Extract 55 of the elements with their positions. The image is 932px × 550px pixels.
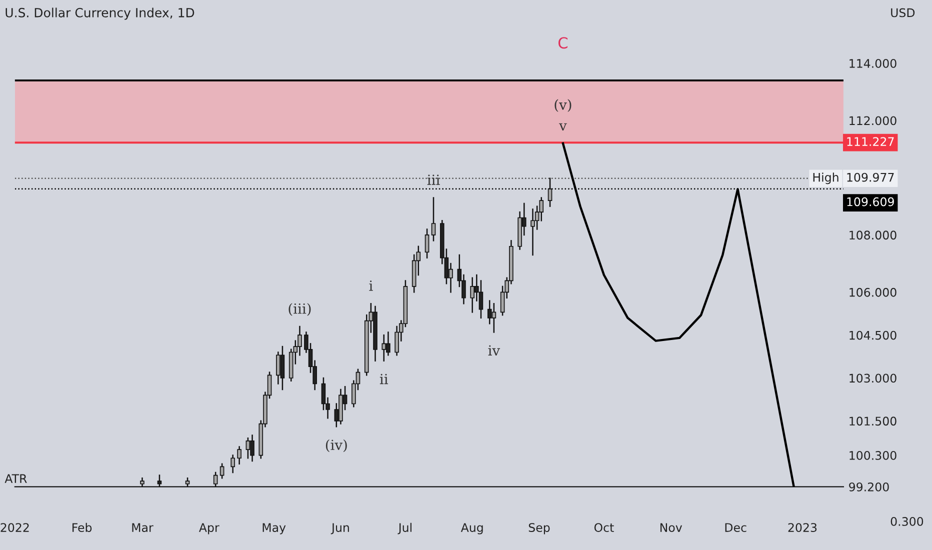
y-tick-label: 108.000 xyxy=(850,230,896,240)
candlestick xyxy=(280,346,285,390)
x-tick-label: 2022 xyxy=(0,523,29,532)
ref-line-label: 109.609 xyxy=(847,197,894,206)
text: USD xyxy=(891,8,915,18)
x-tick-label: Jul xyxy=(398,522,412,534)
candlestick xyxy=(237,446,242,464)
candlestick xyxy=(230,454,235,474)
x-tick-label: May xyxy=(262,523,286,534)
annotation: i xyxy=(369,280,373,291)
candlestick xyxy=(250,434,254,462)
candlestick xyxy=(157,474,162,487)
candlestick xyxy=(431,197,436,242)
y-tick-label: 99.200 xyxy=(849,482,889,492)
ref-line-label: 109.977 xyxy=(847,172,894,182)
text: 0.300 xyxy=(890,516,924,526)
candlestick xyxy=(530,208,535,256)
candlestick xyxy=(424,228,430,258)
y-tick-label: 106.000 xyxy=(850,288,896,297)
y-tick-label: 101.500 xyxy=(850,416,896,426)
annotation: v xyxy=(558,123,567,131)
annotation: iii xyxy=(427,174,440,185)
x-tick-label: Jun xyxy=(330,523,349,534)
x-tick-label: Oct xyxy=(594,523,614,532)
y-tick-label: 112.000 xyxy=(850,116,896,126)
y-tick-label: 103.000 xyxy=(850,374,896,383)
x-tick-label: Nov xyxy=(660,523,682,532)
y-tick-label: 114.000 xyxy=(850,58,896,68)
x-tick-label: Feb xyxy=(72,522,92,532)
x-tick-label: 2023 xyxy=(788,523,817,532)
candlestick xyxy=(220,463,224,479)
candlestick xyxy=(246,437,250,459)
candlestick xyxy=(548,178,552,207)
candlestick xyxy=(487,300,492,324)
y-tick-label: 100.300 xyxy=(850,450,896,460)
ref-line-label: 111.227 xyxy=(847,137,894,146)
x-tick-label: Apr xyxy=(198,523,220,534)
x-tick-label: Sep xyxy=(528,523,550,534)
y-tick-label: 104.500 xyxy=(850,330,896,340)
chart-title: U.S. Dollar Currency Index, 1D xyxy=(6,8,194,20)
candlestick xyxy=(382,334,386,362)
annotation: (iv) xyxy=(326,439,347,452)
x-tick-label: Dec xyxy=(725,523,746,532)
annotation: (iii) xyxy=(288,303,311,316)
annotation: ii xyxy=(380,374,388,384)
annotation: High xyxy=(813,172,838,184)
text: C xyxy=(558,37,568,49)
annotation: ATR xyxy=(4,474,27,483)
candlestick xyxy=(492,302,496,333)
x-tick-label: Mar xyxy=(132,523,154,532)
annotation: iv xyxy=(488,345,500,356)
annotation: (v) xyxy=(554,99,572,112)
x-tick-label: Aug xyxy=(460,523,483,534)
candlestick xyxy=(213,472,218,487)
candlestick xyxy=(276,352,280,384)
